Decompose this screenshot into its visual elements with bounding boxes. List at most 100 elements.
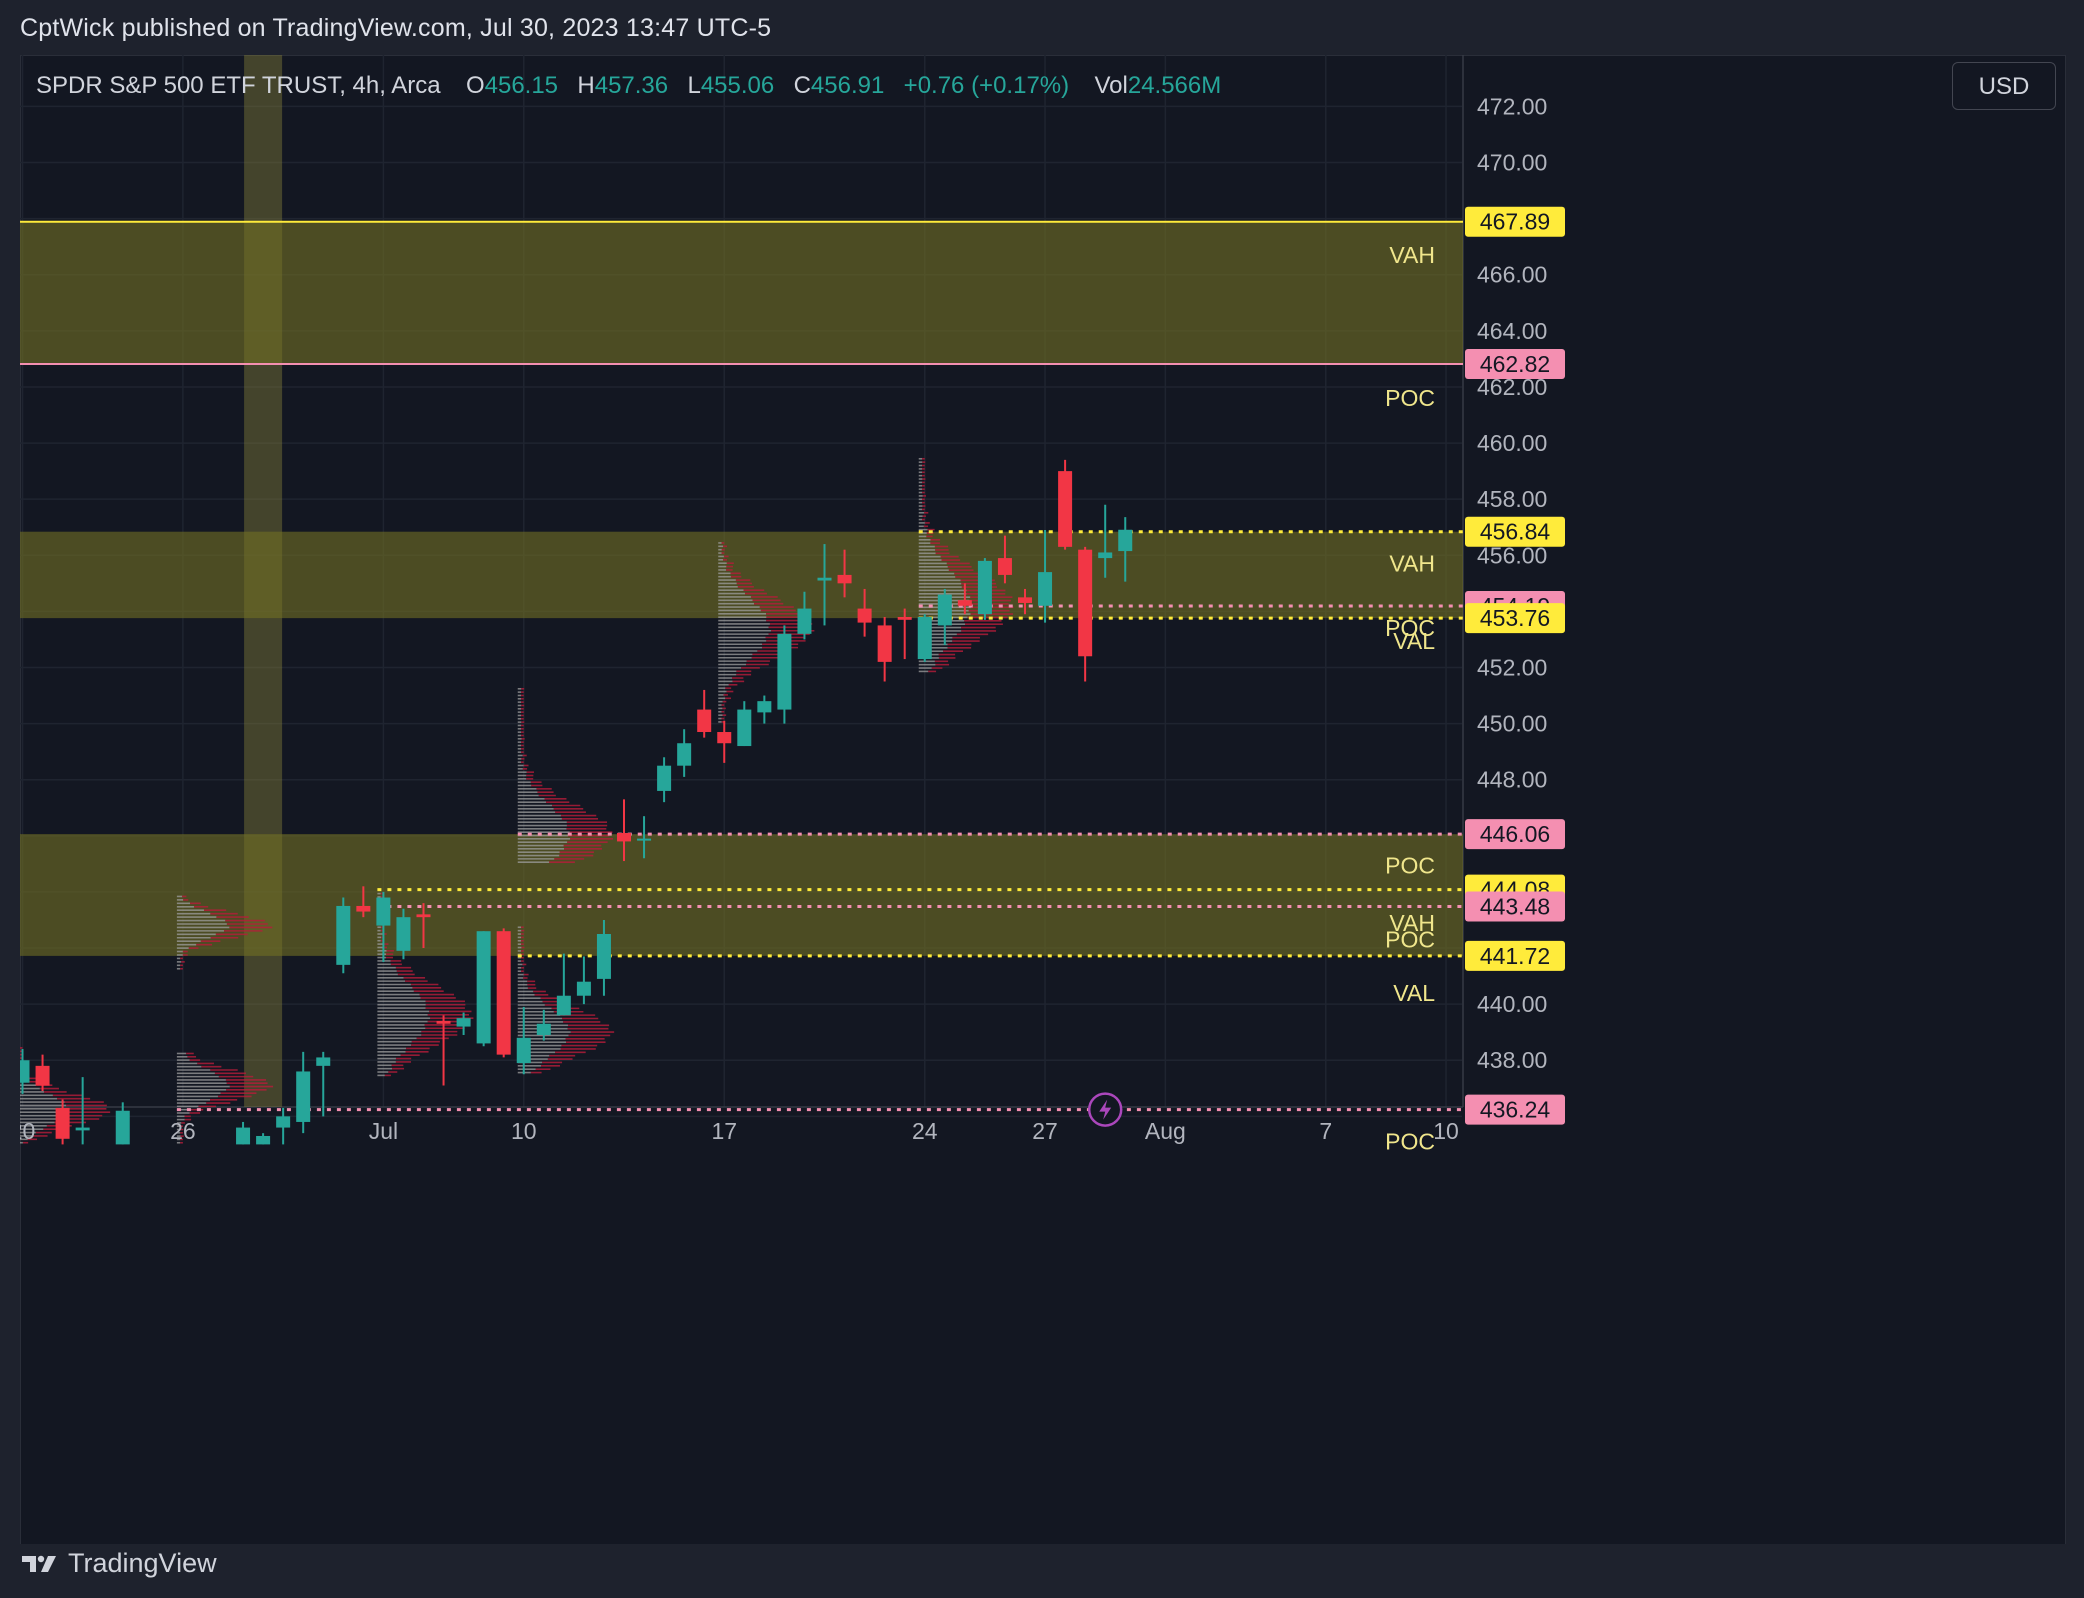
- close-value: 456.91: [810, 72, 885, 99]
- candle-body-up: [637, 838, 652, 841]
- value-area-zone: [20, 834, 1463, 956]
- close-label: C: [793, 72, 811, 99]
- candle-body-up: [1118, 529, 1133, 552]
- candle-body-up: [456, 1018, 471, 1027]
- candle-body-down: [356, 905, 371, 912]
- price-badge-label: 467.89: [1480, 209, 1550, 235]
- event-marker: [1087, 1092, 1123, 1127]
- volume-value: 24.566M: [1127, 72, 1222, 99]
- candle-body-up: [75, 1127, 90, 1131]
- candle-body-up: [536, 1023, 551, 1035]
- candle-body-down: [877, 625, 892, 662]
- candle-body-up: [737, 709, 752, 747]
- candle-body-down: [857, 608, 872, 623]
- price-badge-label: 462.82: [1480, 351, 1550, 377]
- time-tick-label: 10: [511, 1118, 537, 1144]
- tradingview-brand: TradingView: [68, 1548, 217, 1578]
- candle-body-up: [115, 1110, 130, 1145]
- candle-body-down: [697, 709, 712, 733]
- candle-body-up: [576, 981, 591, 996]
- price-badge-label: 456.84: [1480, 519, 1551, 545]
- high-value: 457.36: [594, 72, 669, 99]
- candle-body-up: [1098, 552, 1113, 559]
- candle-body-up: [316, 1057, 331, 1066]
- zone-label: VAH: [1389, 551, 1435, 577]
- zone-label: VAH: [1389, 910, 1435, 936]
- low-value: 455.06: [700, 72, 775, 99]
- published-info: CptWick published on TradingView.com, Ju…: [20, 14, 772, 42]
- price-badge: [1465, 348, 1565, 379]
- volume-label: Vol: [1094, 72, 1128, 99]
- time-tick-label: Jul: [369, 1118, 398, 1144]
- price-tick-label: 470.00: [1477, 150, 1547, 176]
- candle-body-up: [296, 1071, 311, 1122]
- candle-body-up: [556, 995, 571, 1016]
- time-axis: 20 26 Jul 10 17 24 27 Aug 7 10: [20, 1118, 1459, 1144]
- candle-body-down: [1078, 549, 1093, 657]
- price-tick-label: 448.00: [1477, 767, 1547, 793]
- price-tick-label: 458.00: [1477, 486, 1547, 512]
- candle-body-down: [1058, 471, 1073, 547]
- candle-body-up: [677, 743, 692, 766]
- price-tick-label: 440.00: [1477, 991, 1547, 1017]
- candle-body-up: [977, 560, 992, 615]
- footer-bar: [0, 1544, 2084, 1598]
- price-badge: [1465, 603, 1565, 634]
- candle-body-up: [777, 633, 792, 710]
- candle-body-down: [997, 558, 1012, 575]
- candles: [20, 459, 1133, 1145]
- currency-button[interactable]: USD: [1952, 62, 2056, 110]
- candle-body-up: [817, 577, 832, 581]
- candle-body-up: [236, 1127, 251, 1145]
- price-badge: [1465, 891, 1565, 922]
- price-badges: 467.89462.82456.84454.19453.76446.06444.…: [1465, 206, 1565, 1125]
- candle-body-down: [957, 600, 972, 606]
- zone-label: POC: [1385, 1129, 1435, 1155]
- symbol-name[interactable]: SPDR S&P 500 ETF TRUST, 4h, Arca: [36, 72, 441, 99]
- price-tick-label: 464.00: [1477, 318, 1547, 344]
- time-tick-label: 26: [170, 1118, 196, 1144]
- price-badge: [1465, 819, 1565, 850]
- price-axis: 472.00470.00466.00464.00462.00460.00458.…: [1477, 93, 1547, 1073]
- candle-body-up: [937, 594, 952, 626]
- zone-label: POC: [1385, 385, 1435, 411]
- candle-body-down: [55, 1107, 70, 1139]
- zone-label: POC: [1385, 852, 1435, 878]
- candle-body-up: [516, 1037, 531, 1064]
- candle-body-down: [436, 1020, 451, 1024]
- change-value: +0.76 (+0.17%): [903, 72, 1070, 99]
- lightning-icon: [1099, 1099, 1112, 1120]
- zone-label: VAL: [1393, 980, 1435, 1006]
- price-badge-label: 441.72: [1480, 943, 1550, 969]
- candle-body-down: [897, 616, 912, 620]
- price-badge: [1465, 206, 1565, 237]
- price-tick-label: 460.00: [1477, 430, 1547, 456]
- value-area-zone: [20, 531, 1463, 619]
- candle-body-down: [717, 732, 732, 744]
- price-badge: [1465, 516, 1565, 547]
- candle-body-up: [797, 608, 812, 634]
- candle-body-down: [837, 574, 852, 584]
- time-tick-label: 10: [1433, 1118, 1459, 1144]
- price-badge-label: 436.24: [1480, 1097, 1551, 1123]
- price-badge-label: 453.76: [1480, 605, 1550, 631]
- price-tick-label: 452.00: [1477, 654, 1547, 680]
- candle-body-down: [1018, 597, 1032, 603]
- candle-body-up: [336, 905, 351, 965]
- candle-body-down: [416, 914, 431, 918]
- low-label: L: [687, 72, 701, 99]
- time-tick-label: 24: [912, 1118, 938, 1144]
- candle-body-up: [1038, 572, 1053, 606]
- candle-body-up: [657, 765, 672, 791]
- price-badge-label: 443.48: [1480, 894, 1550, 920]
- zone-label: VAH: [1389, 242, 1435, 268]
- candle-body-up: [476, 931, 491, 1044]
- tradingview-logo-icon: [22, 1555, 56, 1572]
- time-tick-label: 27: [1032, 1118, 1058, 1144]
- time-tick-label: 17: [711, 1118, 737, 1144]
- time-tick-label: 20: [20, 1118, 35, 1144]
- tradingview-logo[interactable]: TradingView: [20, 1548, 217, 1579]
- candle-body-up: [276, 1116, 291, 1128]
